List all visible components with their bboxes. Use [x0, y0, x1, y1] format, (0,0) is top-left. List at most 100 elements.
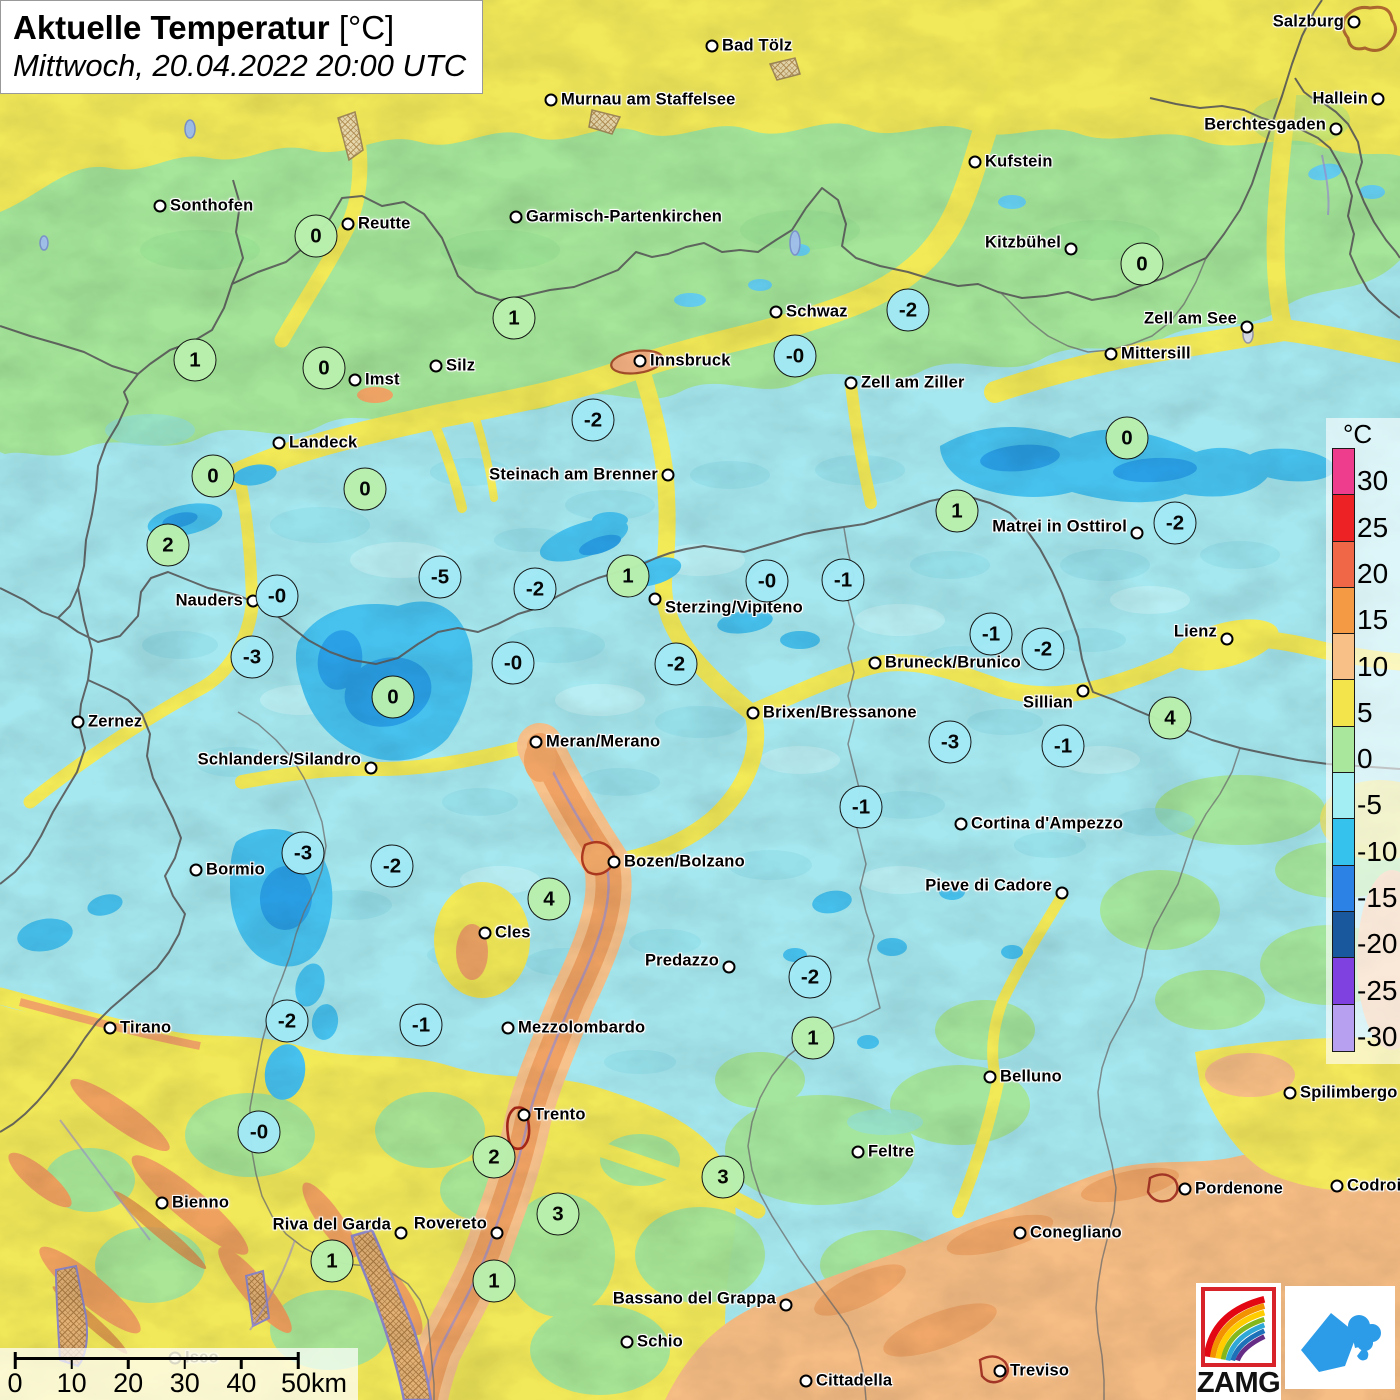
city-label: Garmisch-Partenkirchen [526, 207, 723, 226]
city-label: Cles [495, 923, 531, 942]
station-temperature: -2 [788, 955, 832, 999]
scale-label: 10 [56, 1368, 87, 1398]
city-label: Murnau am Staffelsee [561, 90, 736, 109]
legend-segment [1333, 726, 1354, 774]
city-label: Sterzing/Vipiteno [665, 598, 803, 617]
scale-bar-line [14, 1357, 299, 1360]
page-title: Aktuelle Temperatur [°C] [13, 9, 395, 46]
city-marker [983, 1070, 997, 1084]
city-label: Pordenone [1195, 1179, 1283, 1198]
scale-tick [240, 1357, 243, 1369]
city-marker [1178, 1182, 1192, 1196]
scale-label: 30 [169, 1368, 200, 1398]
city-marker [954, 817, 968, 831]
city-marker [844, 376, 858, 390]
city-label: Lienz [1173, 622, 1217, 641]
station-temperature: -2 [1021, 627, 1065, 671]
city-label: Steinach am Brenner [489, 465, 658, 484]
city-label: Tirano [120, 1018, 172, 1037]
station-temperature: -1 [1041, 724, 1085, 768]
city-label: Pieve di Cadore [925, 876, 1052, 895]
city-marker [746, 706, 760, 720]
legend-segment [1333, 819, 1354, 866]
city-label: Bruneck/Brunico [885, 653, 1021, 672]
station-temperature: -2 [265, 999, 309, 1043]
station-temperature: -3 [281, 831, 325, 875]
city-marker [1055, 886, 1069, 900]
station-temperature: -0 [255, 574, 299, 618]
city-marker [517, 1108, 531, 1122]
station-temperature: -1 [969, 612, 1013, 656]
station-temperature: 0 [371, 675, 415, 719]
zamg-wordmark: ZAMG [1196, 1367, 1281, 1399]
station-temperature: 1 [935, 489, 979, 533]
city-marker [155, 1196, 169, 1210]
station-temperature: -3 [230, 635, 274, 679]
legend-segment [1333, 911, 1354, 959]
legend-label: -5 [1357, 789, 1382, 821]
city-marker [1104, 347, 1118, 361]
city-label: Conegliano [1030, 1223, 1122, 1242]
station-temperature: 3 [701, 1155, 745, 1199]
city-marker [394, 1226, 408, 1240]
partner-logo [1285, 1286, 1395, 1389]
legend-segment [1333, 449, 1354, 496]
station-temperature: 0 [191, 454, 235, 498]
scale-tick [183, 1357, 187, 1369]
legend-label: 20 [1357, 557, 1389, 589]
legend-segment [1333, 587, 1354, 635]
scale-label: 20 [113, 1368, 144, 1398]
city-marker [1240, 320, 1254, 334]
scale-label: 0 [7, 1368, 23, 1398]
station-temperature: 4 [527, 877, 571, 921]
city-marker [661, 468, 675, 482]
legend-segment [1333, 773, 1354, 820]
city-marker [364, 761, 378, 775]
legend-segment [1333, 865, 1354, 912]
legend-segment [1333, 634, 1354, 681]
station-temperature: 1 [492, 296, 536, 340]
legend-label: -10 [1357, 835, 1398, 867]
city-label: Schwaz [786, 302, 848, 321]
city-label: Schlanders/Silandro [197, 750, 361, 769]
station-temperature: 0 [294, 214, 338, 258]
city-marker [529, 735, 543, 749]
city-label: Bassano del Grappa [612, 1289, 776, 1308]
scale-tick [13, 1352, 17, 1369]
city-label: Matrei in Osttirol [992, 517, 1127, 536]
station-temperature: -2 [886, 288, 930, 332]
city-marker [272, 436, 286, 450]
legend-segment [1333, 958, 1354, 1005]
station-temperature: 1 [173, 338, 217, 382]
city-marker [490, 1226, 504, 1240]
city-label: Schio [637, 1332, 683, 1351]
city-marker [1076, 684, 1090, 698]
city-marker [103, 1021, 117, 1035]
city-marker [799, 1374, 813, 1388]
city-marker [509, 210, 523, 224]
legend-label: 25 [1357, 511, 1389, 543]
city-marker [705, 39, 719, 53]
city-marker [868, 656, 882, 670]
scale-label: 40 [226, 1368, 257, 1398]
page-subtitle: Mittwoch, 20.04.2022 20:00 UTC [13, 48, 467, 84]
station-temperature: 3 [536, 1192, 580, 1236]
legend-bar [1332, 448, 1355, 1052]
city-label: Bad Tölz [722, 36, 793, 55]
mountain-cloud-icon [1301, 1313, 1381, 1372]
station-temperature: 0 [302, 346, 346, 390]
city-label: Mezzolombardo [518, 1018, 646, 1037]
city-marker [1130, 526, 1144, 540]
station-temperature: -2 [654, 642, 698, 686]
legend-label: -15 [1357, 882, 1398, 913]
city-label: Meran/Merano [546, 732, 661, 751]
legend-segment [1333, 541, 1354, 588]
station-temperature: 1 [310, 1239, 354, 1283]
station-temperature: -2 [571, 398, 615, 442]
city-marker [544, 93, 558, 107]
station-temperature: -2 [1153, 501, 1197, 545]
